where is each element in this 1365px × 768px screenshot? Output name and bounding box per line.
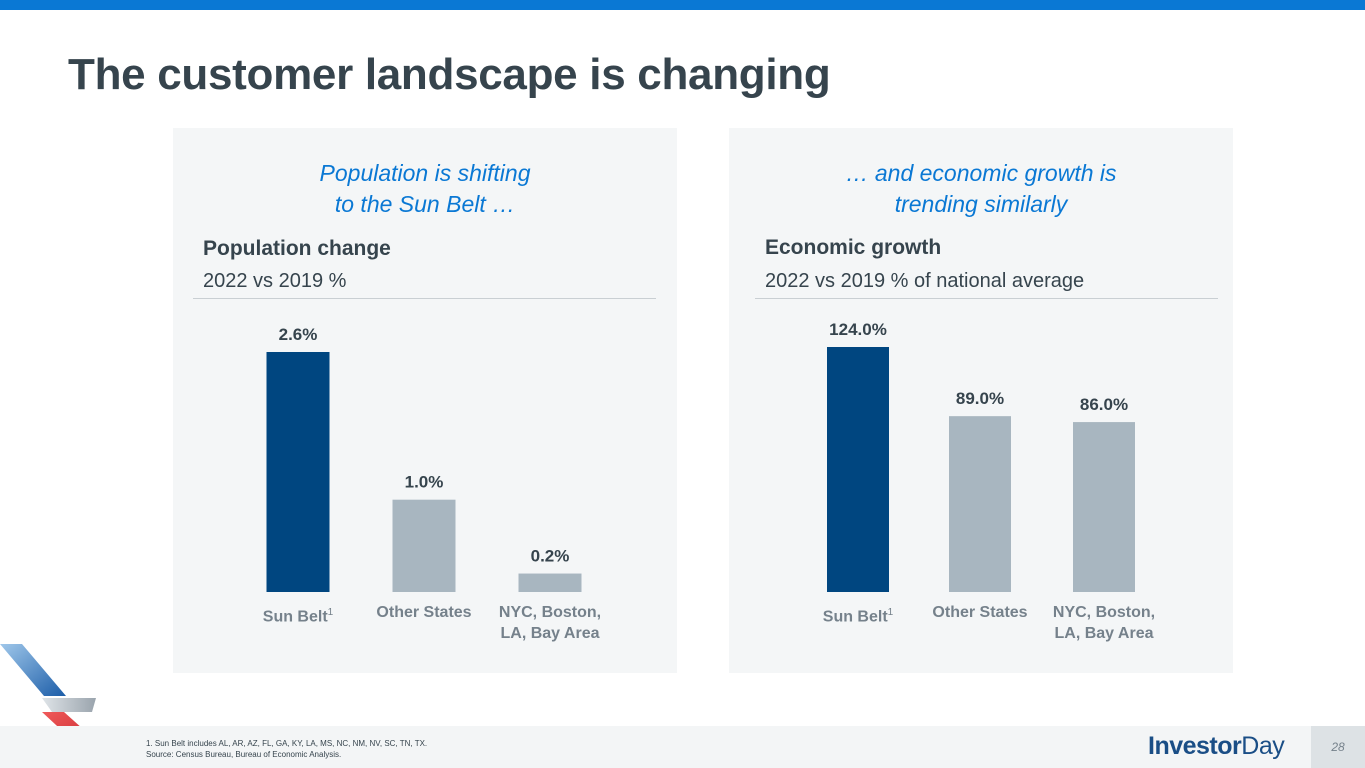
economic-panel: … and economic growth is trending simila…	[729, 128, 1233, 673]
chart-subtitle: 2022 vs 2019 % of national average	[765, 270, 1085, 292]
footnote: 1. Sun Belt includes AL, AR, AZ, FL, GA,…	[146, 738, 427, 760]
data-label: 0.2%	[531, 547, 570, 566]
tagline-line: Population is shifting	[319, 160, 531, 186]
data-label: 89.0%	[956, 389, 1004, 408]
wordmark-part: Day	[1241, 732, 1285, 760]
population-panel: Population is shifting to the Sun Belt ……	[173, 128, 677, 673]
divider	[755, 298, 1218, 299]
population-bar-chart: 2.6% 1.0% 0.2%	[266, 325, 582, 592]
population-tagline: Population is shifting to the Sun Belt …	[173, 158, 677, 220]
tagline-line: to the Sun Belt …	[334, 191, 516, 217]
bar	[266, 352, 330, 592]
logo-blue-stripe	[0, 644, 66, 696]
category-label-line: NYC, Boston,	[1052, 604, 1156, 621]
data-label: 1.0%	[405, 473, 444, 492]
slide-title: The customer landscape is changing	[68, 50, 831, 99]
category-label-line: Other States	[376, 604, 472, 621]
category-label-line: LA, Bay Area	[500, 625, 600, 642]
data-label: 2.6%	[279, 325, 318, 344]
bar	[1073, 422, 1135, 592]
tagline-line: … and economic growth is	[845, 160, 1117, 186]
category-label: NYC, Boston, LA, Bay Area	[1034, 602, 1174, 644]
category-label: Sun Belt1	[788, 602, 928, 627]
category-label: Other States	[910, 602, 1050, 623]
chart-title: Population change	[203, 237, 391, 260]
category-label-line: Sun Belt1	[262, 607, 334, 626]
page-number: 28	[1331, 740, 1345, 754]
category-label: Other States	[354, 602, 494, 623]
footer: 1. Sun Belt includes AL, AR, AZ, FL, GA,…	[0, 726, 1365, 768]
bar	[518, 573, 582, 592]
category-label-line: NYC, Boston,	[498, 604, 602, 621]
category-label: NYC, Boston, LA, Bay Area	[480, 602, 620, 644]
wordmark-part: Investor	[1148, 732, 1242, 760]
bar	[827, 347, 889, 592]
economic-bar-chart: 124.0% 89.0% 86.0%	[827, 320, 1135, 592]
bar	[392, 499, 456, 592]
category-label-line: Sun Belt1	[822, 607, 894, 626]
footnote-line: 1. Sun Belt includes AL, AR, AZ, FL, GA,…	[146, 739, 428, 748]
category-labels: Sun Belt1 Other States NYC, Boston, LA, Bay…	[173, 602, 677, 652]
bar	[949, 416, 1011, 592]
economic-tagline: … and economic growth is trending simila…	[729, 158, 1233, 220]
data-label: 124.0%	[829, 320, 887, 339]
top-accent-bar	[0, 0, 1365, 10]
footnote-marker: 1	[887, 607, 894, 618]
category-label-line: LA, Bay Area	[1054, 625, 1154, 642]
category-label-line: Other States	[932, 604, 1028, 621]
chart-title: Economic growth	[765, 236, 942, 259]
category-labels: Sun Belt1 Other States NYC, Boston, LA, Bay…	[729, 602, 1233, 652]
page-number-box: 28	[1311, 726, 1365, 768]
category-label: Sun Belt1	[228, 602, 368, 627]
investor-day-wordmark: InvestorDay	[1148, 732, 1285, 761]
tagline-line: trending similarly	[894, 191, 1068, 217]
source-line: Source: Census Bureau, Bureau of Economi…	[146, 750, 342, 759]
divider	[193, 298, 656, 299]
chart-subtitle: 2022 vs 2019 %	[203, 270, 347, 292]
data-label: 86.0%	[1080, 395, 1128, 414]
logo-silver-stripe	[42, 698, 96, 712]
footnote-marker: 1	[327, 607, 334, 618]
